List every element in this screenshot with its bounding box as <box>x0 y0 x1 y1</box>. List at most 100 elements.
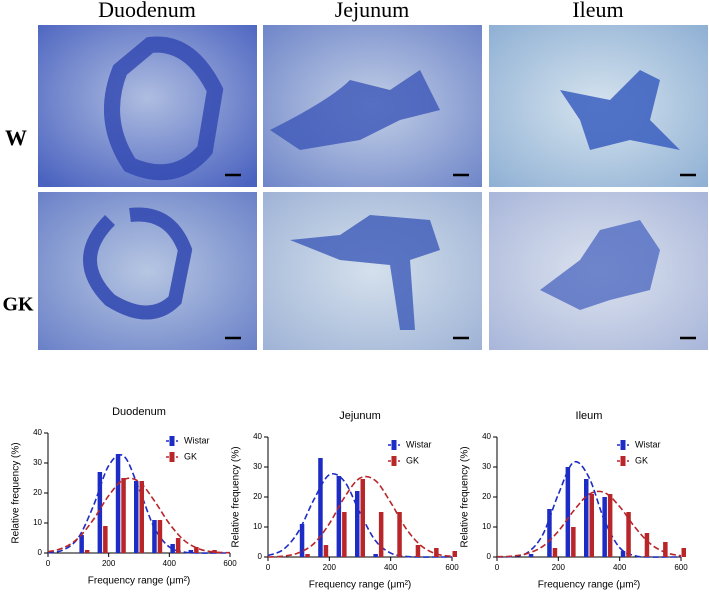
fit-curve <box>496 460 681 558</box>
fit-curve <box>267 472 452 558</box>
legend-label: GK <box>635 455 648 465</box>
x-tick-label: 600 <box>445 563 459 572</box>
x-tick-label: 0 <box>266 563 271 572</box>
bar <box>355 491 360 557</box>
bar <box>134 481 139 553</box>
bar <box>452 551 457 557</box>
legend-label: GK <box>406 455 419 465</box>
bar <box>305 554 310 557</box>
column-label: Jejunum <box>335 0 410 22</box>
row-label: GK <box>2 294 34 316</box>
bar <box>644 533 650 557</box>
ganglion <box>83 207 193 320</box>
bar <box>342 512 347 557</box>
bar <box>121 478 126 553</box>
legend-swatch <box>391 456 397 466</box>
bar <box>602 497 607 557</box>
bar <box>336 476 342 557</box>
x-axis-label: Frequency range (μm²) <box>538 580 640 591</box>
bar <box>397 512 402 557</box>
chart: Duodenum Frequency range (μm²) Relative fr… <box>11 406 238 587</box>
chart: Ileum Frequency range (μm²) Relative frequ… <box>460 410 689 591</box>
bar <box>607 494 613 557</box>
bar <box>626 512 631 557</box>
bar <box>547 509 552 557</box>
y-tick-label: 30 <box>33 458 42 467</box>
x-tick-label: 0 <box>495 563 500 572</box>
x-tick-label: 600 <box>223 559 237 568</box>
bar <box>157 520 163 553</box>
x-tick-label: 200 <box>323 563 337 572</box>
y-tick-label: 10 <box>33 518 42 527</box>
x-tick-label: 400 <box>163 559 177 568</box>
y-tick-label: 20 <box>253 492 262 501</box>
bar <box>299 524 305 557</box>
x-tick-label: 0 <box>46 559 51 568</box>
y-axis-label: Relative frequency (%) <box>11 442 22 543</box>
y-tick-label: 40 <box>33 428 42 437</box>
x-axis-label: Frequency range (μm²) <box>309 580 411 591</box>
bar <box>565 467 571 557</box>
y-tick-label: 40 <box>253 432 262 441</box>
bar <box>152 520 157 553</box>
legend-label: Wistar <box>406 439 432 449</box>
column-label: Duodenum <box>98 0 196 22</box>
fit-curve <box>496 490 682 558</box>
micrograph-grid: Duodenum Jejunum Ileum W GK <box>2 0 708 350</box>
bar <box>212 550 217 553</box>
ganglion <box>104 36 224 181</box>
bar <box>115 454 121 553</box>
x-tick-label: 400 <box>613 563 627 572</box>
legend-swatch <box>169 452 175 462</box>
x-tick-label: 200 <box>102 559 116 568</box>
bar <box>373 554 378 557</box>
bar <box>378 512 384 557</box>
y-tick-label: 0 <box>258 552 263 561</box>
bar <box>103 526 108 553</box>
legend-swatch <box>620 456 626 466</box>
fit-curve <box>267 475 453 558</box>
bar <box>84 550 90 553</box>
legend-label: Wistar <box>184 435 210 445</box>
y-tick-label: 0 <box>487 552 492 561</box>
legend-swatch <box>620 440 626 450</box>
bar <box>589 494 594 557</box>
scale-bars <box>225 173 696 340</box>
chart-title: Jejunum <box>339 410 381 422</box>
bar <box>170 544 175 553</box>
bar <box>584 479 589 557</box>
chart: Jejunum Frequency range (μm²) Relative fre… <box>231 410 460 591</box>
legend-label: Wistar <box>635 439 661 449</box>
ganglion <box>290 215 440 330</box>
ganglion <box>560 70 680 150</box>
y-tick-label: 20 <box>33 488 42 497</box>
x-axis-label: Frequency range (μm²) <box>88 576 190 587</box>
fit-curve <box>47 477 231 554</box>
bar <box>79 535 84 553</box>
legend-swatch <box>169 436 175 446</box>
bar <box>663 542 668 557</box>
bar <box>415 545 421 557</box>
legend-label: GK <box>184 451 197 461</box>
y-tick-label: 30 <box>253 462 262 471</box>
bar <box>571 527 576 557</box>
bar <box>194 547 199 553</box>
y-tick-label: 10 <box>482 522 491 531</box>
chart-title: Ileum <box>576 410 603 422</box>
y-tick-label: 10 <box>253 522 262 531</box>
y-tick-label: 20 <box>482 492 491 501</box>
ganglion <box>270 70 440 150</box>
bar <box>318 458 323 557</box>
bar <box>139 481 144 553</box>
ganglion <box>540 220 660 310</box>
row-label: W <box>5 125 27 150</box>
x-tick-label: 400 <box>384 563 398 572</box>
x-tick-label: 600 <box>674 563 688 572</box>
fit-curve <box>47 454 230 554</box>
y-axis-label: Relative frequency (%) <box>460 446 471 547</box>
bar <box>175 538 181 553</box>
y-tick-label: 40 <box>482 432 491 441</box>
bar <box>97 472 103 553</box>
bar <box>681 548 686 557</box>
